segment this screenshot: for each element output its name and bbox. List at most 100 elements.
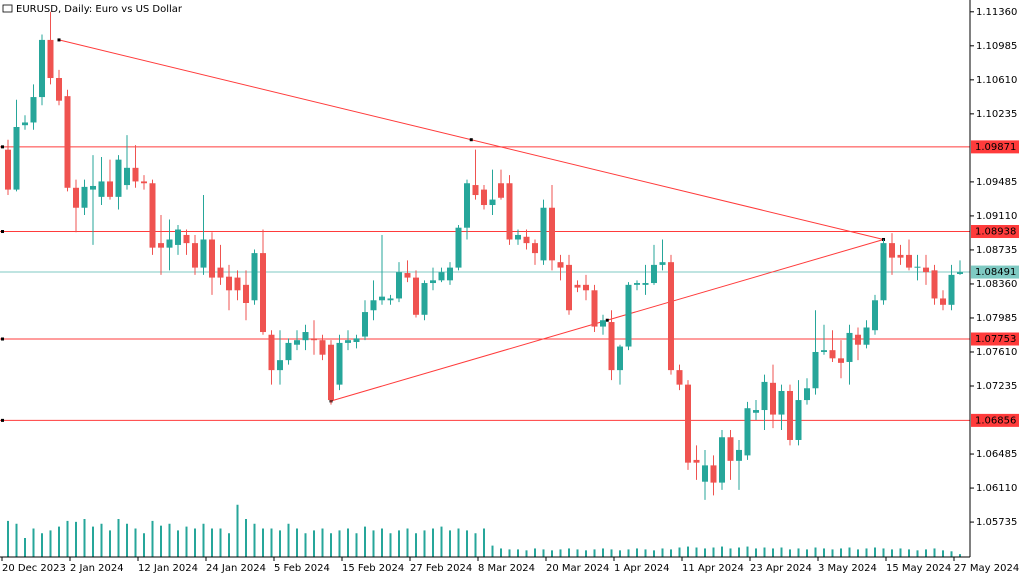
candle-body: [81, 186, 88, 208]
x-tick-label: 20 Dec 2023: [2, 563, 66, 574]
candle-body: [855, 334, 861, 345]
y-tick-label: 1.07610: [976, 347, 1017, 358]
candle-body: [387, 298, 394, 301]
candle-body: [98, 181, 105, 197]
candle-body: [523, 236, 530, 244]
candle-body: [234, 277, 241, 291]
level-label-box: [971, 140, 1019, 154]
y-tick-label: 1.08360: [976, 279, 1017, 290]
candle-body: [566, 264, 572, 311]
candle-body: [56, 78, 62, 101]
candle-body: [217, 267, 224, 278]
x-tick-label: 12 Jan 2024: [138, 563, 198, 574]
y-tick-label: 1.11360: [976, 7, 1017, 18]
candle-body: [821, 350, 827, 352]
y-tick-label: 1.07235: [976, 381, 1017, 392]
candle-body: [668, 262, 674, 371]
candle-body: [617, 346, 623, 371]
candle-body: [268, 334, 275, 371]
candle-body: [634, 283, 640, 285]
level-dot: [1, 230, 4, 234]
candle-body: [787, 390, 793, 440]
candle-body: [192, 243, 198, 268]
candle-body: [498, 183, 504, 198]
candle-body: [838, 358, 844, 363]
candle-body: [608, 322, 615, 371]
candle-body: [583, 284, 589, 291]
candle-body: [719, 437, 725, 483]
x-tick-label: 3 May 2024: [818, 563, 877, 574]
x-tick-label: 2 Jan 2024: [70, 563, 124, 574]
level-label-box: [971, 332, 1019, 346]
candle-body: [744, 408, 751, 456]
candle-body: [353, 338, 360, 343]
candle-body: [132, 167, 139, 182]
candle-body: [183, 234, 190, 244]
title-icon: [2, 4, 13, 13]
y-tick-label: 1.09110: [976, 211, 1017, 222]
candle-body: [22, 122, 28, 126]
candle-body: [812, 351, 819, 389]
candle-body: [430, 280, 436, 284]
candle-body: [532, 243, 538, 254]
candle-body: [923, 267, 929, 273]
y-tick-label: 1.10235: [976, 109, 1017, 120]
candle-body: [651, 264, 657, 284]
x-tick-label: 5 Feb 2024: [274, 563, 330, 574]
y-tick-label: 1.06110: [976, 483, 1017, 494]
candle-body: [107, 181, 113, 197]
candle-body: [778, 390, 785, 415]
x-tick-label: 23 Apr 2024: [750, 563, 812, 574]
candle-body: [345, 340, 351, 343]
level-dot: [1, 418, 4, 422]
level-label-box: [971, 413, 1019, 427]
candle-body: [685, 384, 691, 463]
candle-body: [141, 181, 147, 184]
candle-body: [659, 262, 666, 265]
candle-body: [906, 254, 912, 268]
candle-body: [302, 332, 309, 341]
candle-body: [472, 185, 479, 196]
candle-body: [124, 167, 130, 186]
candle-body: [421, 283, 428, 315]
candle-body: [481, 189, 487, 206]
chart-title: EURUSD, Daily: Euro vs US Dollar: [16, 4, 183, 15]
candle-body: [336, 342, 343, 385]
candle-body: [889, 243, 895, 258]
candle-body: [404, 273, 411, 278]
y-tick-label: 1.06485: [976, 449, 1017, 460]
candle-body: [175, 229, 181, 245]
candle-body: [311, 338, 317, 341]
candle-body: [277, 360, 283, 371]
candle-body: [64, 96, 71, 188]
candle-body: [294, 340, 300, 345]
y-tick-label: 1.07985: [976, 313, 1017, 324]
candle-body: [948, 274, 955, 305]
level-label: 1.08938: [975, 227, 1016, 238]
candle-body: [727, 437, 734, 461]
candle-body: [897, 254, 904, 258]
x-tick-label: 15 May 2024: [886, 563, 951, 574]
level-label-box: [971, 225, 1019, 239]
candle-body: [540, 207, 547, 261]
trend-dot: [57, 38, 61, 42]
candle-body: [396, 272, 402, 299]
candle-body: [319, 340, 326, 355]
candle-body: [13, 127, 20, 190]
level-dot: [1, 337, 4, 341]
candle-body: [753, 410, 759, 413]
x-tick-label: 8 Mar 2024: [478, 563, 535, 574]
candle-body: [940, 298, 946, 305]
candle-body: [914, 266, 921, 268]
current-price-box: [971, 265, 1019, 279]
candle-body: [846, 332, 853, 362]
candle-body: [39, 39, 45, 98]
candle-body: [829, 350, 836, 359]
candle-body: [642, 283, 649, 285]
trend-dot: [605, 318, 609, 322]
candle-body: [702, 465, 708, 482]
x-tick-label: 20 Mar 2024: [546, 563, 609, 574]
x-tick-label: 24 Jan 2024: [206, 563, 266, 574]
